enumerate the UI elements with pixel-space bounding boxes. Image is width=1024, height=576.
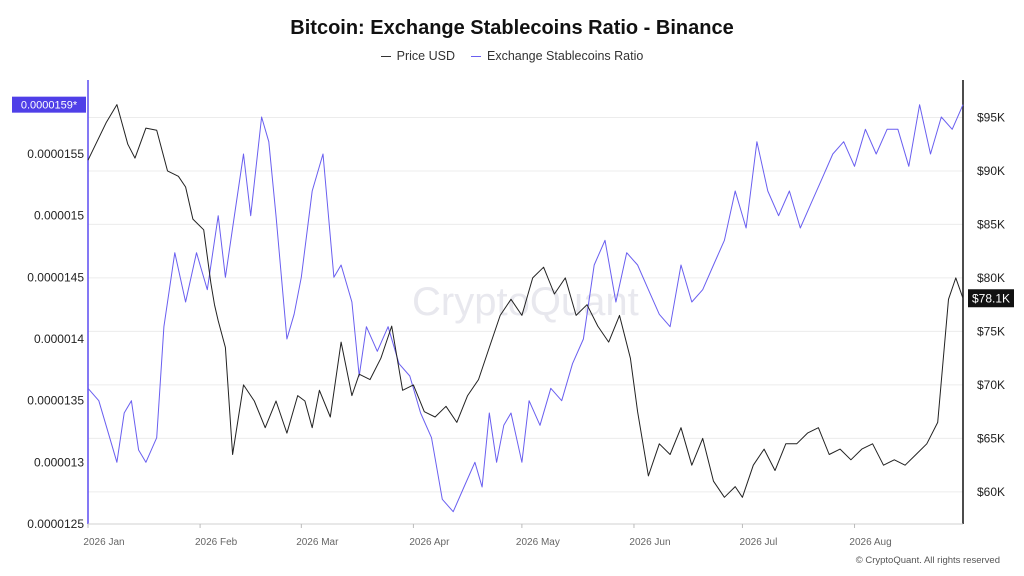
legend-swatch-ratio: [470, 55, 481, 57]
x-tick-label: 2026 Feb: [195, 537, 238, 548]
x-tick-label: 2026 Jul: [740, 537, 778, 548]
legend-item-price[interactable]: Price USD: [380, 49, 455, 63]
right-tick-label: $95K: [977, 110, 1005, 124]
legend: Price USD Exchange Stablecoins Ratio: [0, 49, 1024, 63]
series-line-price: [87, 104, 964, 498]
right-tick-label: $60K: [977, 485, 1005, 499]
left-current-value-label: 0.0000159*: [21, 100, 78, 112]
x-tick-label: 2026 May: [516, 537, 560, 548]
x-tick-label: 2026 Aug: [849, 537, 891, 548]
right-tick-label: $65K: [977, 431, 1005, 445]
right-tick-label: $70K: [977, 378, 1005, 392]
left-tick-label: 0.0000125: [27, 517, 84, 531]
legend-label-ratio: Exchange Stablecoins Ratio: [486, 49, 644, 63]
x-tick-label: 2026 Apr: [409, 537, 450, 548]
right-tick-label: $90K: [977, 164, 1005, 178]
left-tick-label: 0.0000135: [27, 394, 84, 408]
right-tick-label: $80K: [977, 271, 1005, 285]
right-tick-label: $75K: [977, 324, 1005, 338]
left-tick-label: 0.000013: [34, 455, 84, 469]
left-tick-label: 0.000015: [34, 209, 84, 223]
right-current-value-badge: [968, 289, 1014, 308]
right-tick-label: $85K: [977, 217, 1005, 231]
legend-item-ratio[interactable]: Exchange Stablecoins Ratio: [470, 49, 644, 63]
chart-title: Bitcoin: Exchange Stablecoins Ratio - Bi…: [290, 17, 734, 39]
legend-swatch-price: [380, 55, 391, 57]
left-tick-label: 0.0000145: [27, 270, 84, 284]
right-current-value-label: $78.1K: [972, 291, 1010, 305]
left-tick-label: 0.0000155: [27, 147, 84, 161]
series-line-ratio: [87, 104, 964, 513]
x-tick-label: 2026 Jan: [83, 537, 124, 548]
copyright-credit: © CryptoQuant. All rights reserved: [855, 555, 1000, 566]
left-tick-label: 0.000014: [34, 332, 84, 346]
left-current-value-badge: [12, 96, 86, 113]
x-tick-label: 2026 Jun: [629, 537, 670, 548]
x-tick-label: 2026 Mar: [296, 537, 339, 548]
legend-label-price: Price USD: [396, 49, 455, 63]
